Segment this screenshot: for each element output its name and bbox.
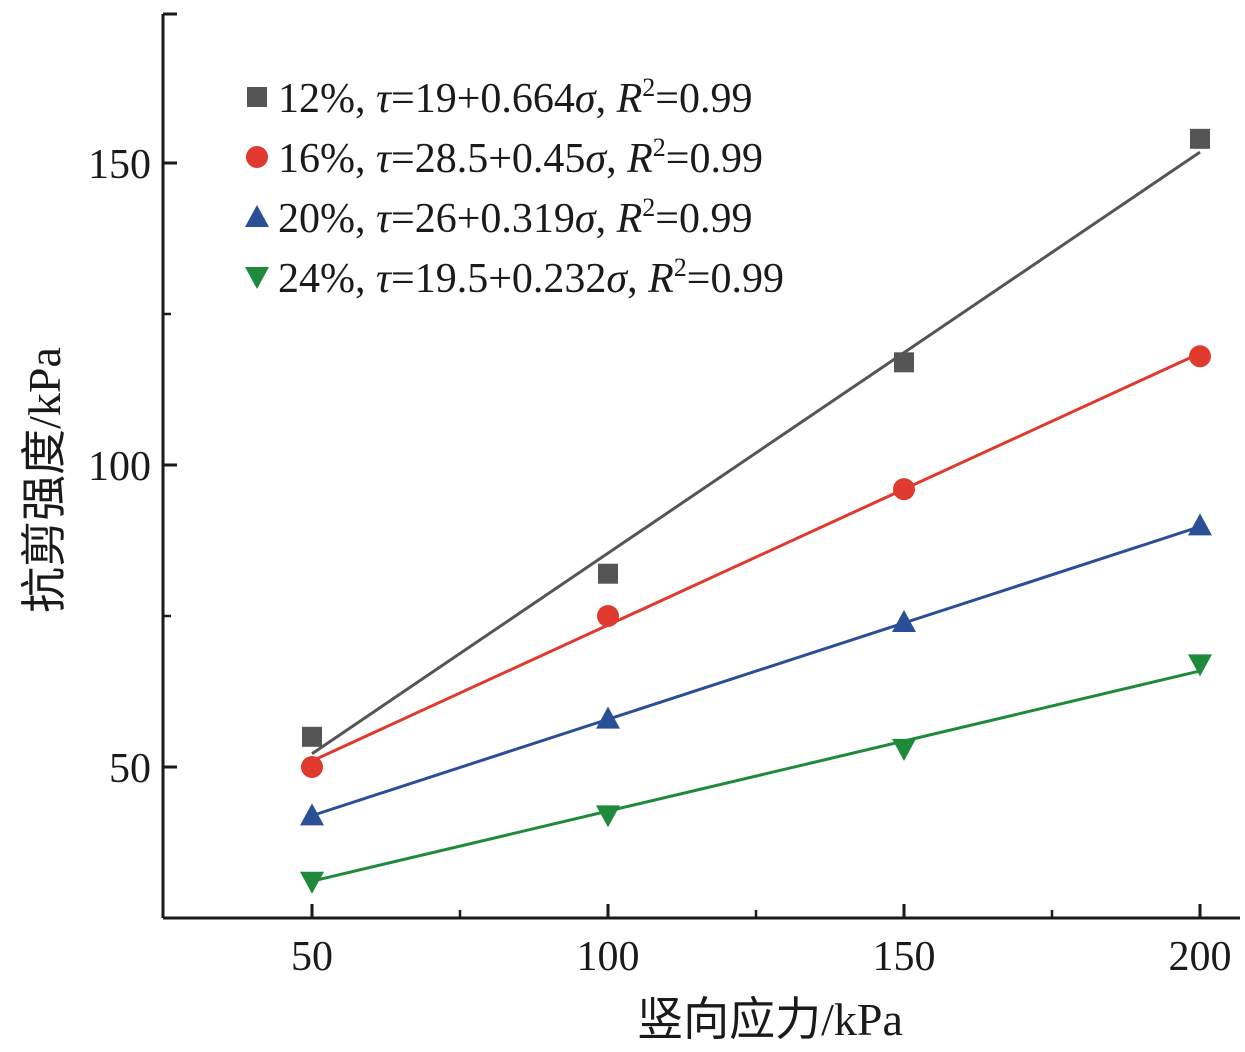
x-tick-label: 100	[577, 934, 640, 980]
data-point	[894, 352, 914, 373]
fit-line-1	[311, 351, 1201, 763]
data-point	[596, 805, 620, 828]
fit-line-3	[311, 669, 1201, 883]
x-tick-label: 150	[873, 934, 936, 980]
data-point	[1188, 513, 1212, 536]
x-tick-label: 50	[291, 934, 333, 980]
y-axis-title: 抗剪强度/kPa	[19, 347, 70, 613]
legend-marker-3	[245, 267, 269, 289]
legend-marker-1	[246, 146, 268, 168]
legend-marker-2	[245, 205, 269, 227]
fit-line-2	[311, 525, 1201, 818]
y-tick-label: 50	[109, 746, 151, 792]
data-point	[300, 871, 324, 894]
legend-label-0: 12%, τ=19+0.664σ, R2=0.99	[278, 73, 752, 122]
x-axis-title: 竖向应力/kPa	[637, 994, 903, 1045]
y-tick-label: 150	[88, 142, 151, 188]
y-tick-label: 100	[88, 444, 151, 490]
legend: 12%, τ=19+0.664σ, R2=0.99 16%, τ=28.5+0.4…	[245, 73, 784, 302]
fit-lines	[311, 150, 1201, 883]
data-point	[300, 803, 324, 826]
legend-label-1: 16%, τ=28.5+0.45σ, R2=0.99	[278, 133, 763, 182]
data-point	[597, 605, 619, 627]
data-point	[892, 738, 916, 761]
data-point	[892, 610, 916, 633]
data-points	[300, 128, 1212, 894]
legend-label-2: 20%, τ=26+0.319σ, R2=0.99	[278, 193, 752, 242]
data-point	[893, 478, 915, 501]
data-point	[1188, 654, 1212, 677]
legend-marker-0	[247, 87, 267, 107]
data-point	[598, 563, 618, 584]
fit-line-0	[311, 150, 1201, 755]
x-tick-label: 200	[1169, 934, 1232, 980]
data-point	[596, 706, 620, 729]
data-point	[302, 726, 322, 747]
data-point	[1189, 345, 1211, 368]
data-point	[301, 756, 323, 778]
legend-label-3: 24%, τ=19.5+0.232σ, R2=0.99	[278, 253, 784, 302]
data-point	[1190, 128, 1210, 149]
axes: 50 100 150 200 50 100 150	[88, 12, 1240, 980]
